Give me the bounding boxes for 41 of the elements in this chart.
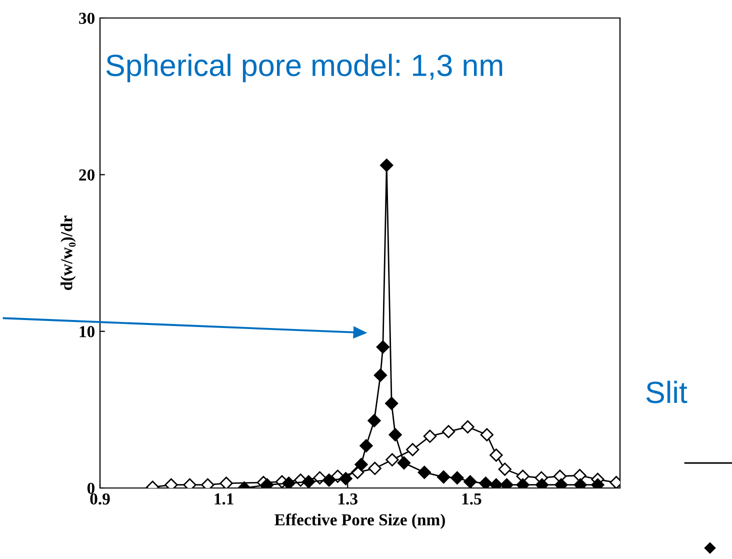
x-tick-label: 1.5	[462, 493, 482, 505]
point	[368, 462, 382, 476]
point	[423, 430, 437, 443]
point	[360, 439, 373, 452]
y-tick-label: 30	[79, 12, 95, 24]
point	[339, 472, 352, 486]
point	[376, 340, 390, 354]
point	[450, 471, 464, 484]
point	[374, 368, 388, 382]
annotation: Spherical pore model: 1,3 nm	[106, 54, 502, 82]
x-tick-label: 0.9	[90, 493, 110, 505]
point	[479, 476, 492, 488]
point	[354, 458, 368, 472]
point	[442, 425, 456, 438]
point	[302, 475, 316, 488]
point	[384, 396, 398, 410]
x-tick-label: 1.3	[338, 493, 358, 505]
y-tick-label: 0	[87, 482, 95, 494]
point	[368, 414, 381, 428]
point	[490, 448, 503, 462]
point	[573, 468, 586, 482]
text: Slit	[646, 380, 688, 404]
y-axis-title: d(w/w₀)/dr	[60, 216, 76, 290]
y-tick-label: 20	[79, 169, 95, 181]
point	[282, 476, 296, 488]
point	[388, 428, 402, 442]
point	[380, 158, 394, 172]
point	[418, 466, 431, 479]
point	[461, 420, 474, 434]
point	[220, 476, 233, 488]
point	[322, 474, 336, 487]
point	[397, 456, 411, 470]
point	[464, 475, 477, 488]
x-tick-label: 1.1	[214, 493, 234, 505]
y-tick-label: 10	[80, 326, 95, 338]
point	[436, 470, 450, 484]
point	[406, 443, 420, 456]
point	[386, 453, 399, 466]
x-axis-title: Effective Pore Size (nm)	[274, 514, 445, 529]
point	[498, 462, 512, 476]
point	[480, 428, 494, 442]
